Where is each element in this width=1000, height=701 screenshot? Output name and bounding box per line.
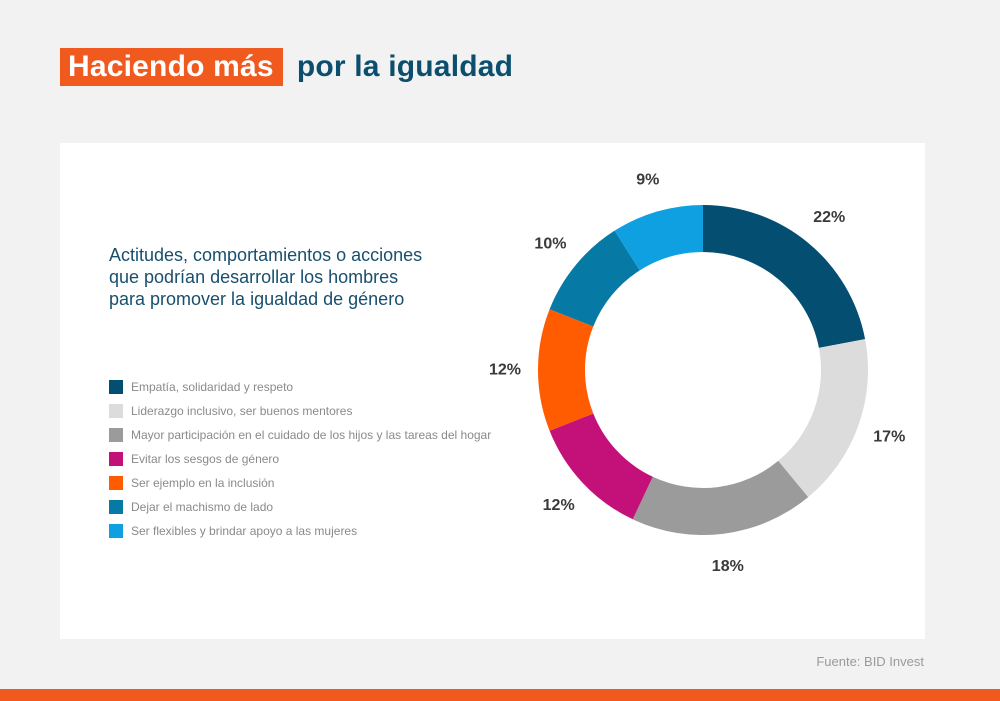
legend-swatch bbox=[109, 380, 123, 394]
legend-label: Dejar el machismo de lado bbox=[131, 500, 274, 514]
donut-slice bbox=[632, 460, 809, 535]
legend-item: Dejar el machismo de lado bbox=[109, 495, 491, 519]
legend-swatch bbox=[109, 476, 123, 490]
donut-slice bbox=[614, 205, 703, 271]
donut-slice bbox=[703, 205, 866, 348]
legend-label: Empatía, solidaridad y respeto bbox=[131, 380, 294, 394]
slice-value-label: 10% bbox=[534, 235, 566, 252]
chart-card: Actitudes, comportamientos o acciones qu… bbox=[60, 143, 925, 639]
legend-swatch bbox=[109, 452, 123, 466]
chart-legend: Empatía, solidaridad y respeto Liderazgo … bbox=[109, 375, 491, 543]
slice-value-label: 12% bbox=[489, 362, 521, 379]
legend-swatch bbox=[109, 428, 123, 442]
slice-value-label: 17% bbox=[873, 429, 905, 446]
legend-label: Mayor participación en el cuidado de los… bbox=[131, 428, 492, 442]
donut-slice bbox=[778, 339, 868, 498]
legend-label: Evitar los sesgos de género bbox=[131, 452, 280, 466]
legend-item: Liderazgo inclusivo, ser buenos mentores bbox=[109, 399, 491, 423]
title-highlight: Haciendo más bbox=[60, 48, 283, 86]
bottom-accent-bar bbox=[0, 689, 1000, 701]
legend-item: Ser flexibles y brindar apoyo a las muje… bbox=[109, 519, 491, 543]
donut-slice bbox=[549, 230, 640, 327]
donut-slice bbox=[549, 413, 653, 520]
header: Haciendo más por la igualdad bbox=[60, 47, 513, 87]
legend-item: Ser ejemplo en la inclusión bbox=[109, 471, 491, 495]
chart-title: Actitudes, comportamientos o acciones qu… bbox=[109, 245, 423, 309]
legend-label: Ser ejemplo en la inclusión bbox=[131, 476, 275, 490]
donut-chart: 22% 17% 18% 12% 12% 10% 9% bbox=[489, 171, 905, 575]
legend-swatch bbox=[109, 524, 123, 538]
legend-swatch bbox=[109, 404, 123, 418]
legend-label: Ser flexibles y brindar apoyo a las muje… bbox=[131, 524, 358, 538]
legend-item: Empatía, solidaridad y respeto bbox=[109, 375, 491, 399]
slice-value-label: 22% bbox=[813, 209, 845, 226]
slice-value-label: 12% bbox=[543, 497, 575, 514]
legend-swatch bbox=[109, 500, 123, 514]
slice-value-label: 9% bbox=[636, 171, 659, 188]
slice-value-label: 18% bbox=[712, 558, 744, 575]
title-rest: por la igualdad bbox=[296, 50, 514, 83]
source-note: Fuente: BID Invest bbox=[816, 654, 924, 669]
legend-item: Evitar los sesgos de género bbox=[109, 447, 491, 471]
legend-label: Liderazgo inclusivo, ser buenos mentores bbox=[131, 404, 353, 418]
legend-item: Mayor participación en el cuidado de los… bbox=[109, 423, 491, 447]
donut-slice bbox=[538, 309, 594, 431]
